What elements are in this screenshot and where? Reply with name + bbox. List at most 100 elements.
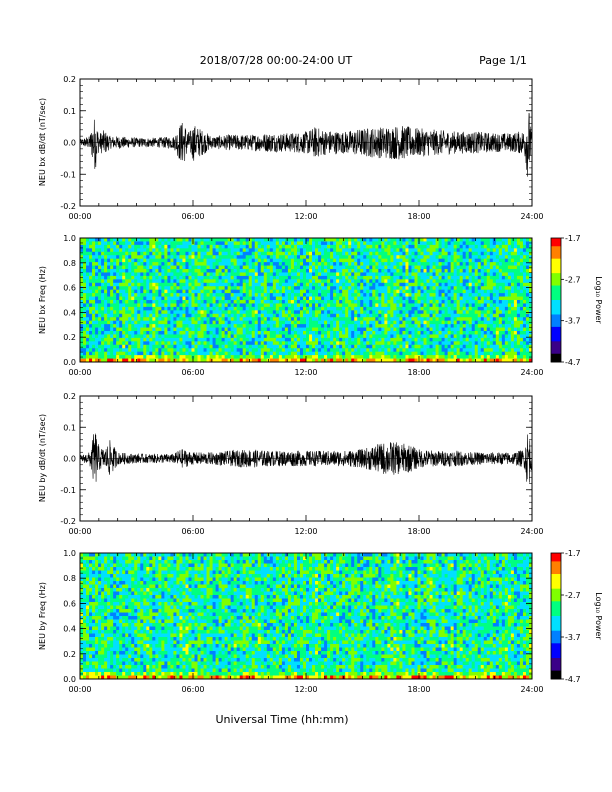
spectrogram-cell: [306, 317, 310, 322]
spectrogram-cell: [369, 313, 373, 318]
spectrogram-cell: [420, 282, 424, 287]
spectrogram-cell: [351, 348, 355, 353]
spectrogram-cell: [384, 348, 388, 353]
spectrogram-cell: [281, 258, 286, 263]
spectrogram-cell: [269, 272, 274, 277]
spectrogram-cell: [450, 320, 455, 325]
spectrogram-cell: [330, 255, 334, 260]
spectrogram-cell: [327, 337, 331, 342]
spectrogram-cell: [128, 269, 132, 273]
spectrogram-cell: [306, 324, 310, 328]
spectrogram-cell: [185, 238, 189, 242]
spectrogram-cell: [366, 282, 370, 287]
spectrogram-cell: [324, 337, 328, 342]
spectrogram-cell: [95, 324, 99, 328]
spectrogram-cell: [272, 248, 277, 253]
spectrogram-cell: [170, 279, 174, 284]
spectrogram-cell: [140, 289, 144, 294]
spectrogram-cell: [420, 310, 424, 315]
spectrogram-cell: [408, 269, 412, 273]
spectrogram-cell: [459, 272, 464, 277]
spectrogram-cell: [83, 258, 87, 263]
spectrogram-cell: [83, 355, 87, 359]
spectrogram-cell: [321, 355, 325, 359]
spectrogram-cell: [387, 351, 391, 356]
spectrogram-cell: [269, 262, 274, 266]
spectrogram-cell: [266, 341, 271, 346]
spectrogram-cell: [321, 341, 325, 346]
spectrogram-cell: [459, 238, 464, 242]
spectrogram-cell: [435, 238, 439, 242]
spectrogram-cell: [480, 317, 485, 322]
spectrogram-cell: [411, 300, 415, 304]
spectrogram-cell: [203, 289, 207, 294]
spectrogram-cell: [101, 355, 105, 359]
spectrogram-cell: [236, 341, 241, 346]
spectrogram-cell: [483, 317, 488, 322]
spectrogram-cell: [483, 296, 488, 301]
spectrogram-cell: [435, 248, 439, 253]
spectrogram-cell: [134, 248, 138, 253]
spectrogram-cell: [167, 241, 171, 246]
spectrogram-cell: [245, 300, 250, 304]
spectrogram-cell: [254, 279, 259, 284]
spectrogram-cell: [456, 327, 461, 332]
spectrogram-cell: [137, 317, 141, 322]
spectrogram-cell: [116, 313, 120, 318]
spectrogram-cell: [375, 324, 379, 328]
spectrogram-cell: [230, 300, 235, 304]
spectrogram-cell: [212, 344, 216, 349]
spectrogram-cell: [176, 313, 180, 318]
spectrogram-cell: [393, 293, 397, 297]
spectrogram-cell: [149, 327, 153, 332]
spectrogram-cell: [450, 282, 455, 287]
spectrogram-cell: [119, 337, 123, 342]
spectrogram-cell: [272, 296, 277, 301]
spectrogram-cell: [384, 251, 388, 256]
spectrogram-cell: [266, 334, 271, 339]
spectrogram-cell: [306, 313, 310, 318]
spectrogram-cell: [251, 248, 256, 253]
spectrogram-cell: [405, 265, 409, 270]
spectrogram-cell: [209, 327, 213, 332]
spectrogram-cell: [266, 255, 271, 260]
spectrogram-cell: [92, 258, 96, 263]
spectrogram-cell: [315, 258, 319, 263]
spectrogram-cell: [212, 331, 216, 335]
spectrogram-cell: [245, 275, 250, 280]
spectrogram-cell: [242, 255, 247, 260]
spectrogram-cell: [453, 289, 458, 294]
spectrogram-cell: [348, 303, 352, 308]
spectrogram-cell: [107, 248, 111, 253]
spectrogram-cell: [399, 317, 403, 322]
spectrogram-cell: [131, 279, 135, 284]
spectrogram-cell: [110, 303, 114, 308]
spectrogram-cell: [483, 272, 488, 277]
spectrogram-cell: [348, 279, 352, 284]
spectrogram-cell: [272, 251, 277, 256]
spectrogram-cell: [176, 262, 180, 266]
spectrogram-cell: [140, 331, 144, 335]
spectrogram-cell: [423, 320, 427, 325]
spectrogram-cell: [143, 358, 147, 363]
spectrogram-cell: [435, 331, 439, 335]
spectrogram-cell: [372, 251, 376, 256]
spectrogram-cell: [134, 296, 138, 301]
spectrogram-cell: [480, 265, 485, 270]
spectrogram-cell: [263, 355, 268, 359]
spectrogram-cell: [275, 262, 280, 266]
spectrogram-cell: [402, 337, 406, 342]
spectrogram-cell: [363, 337, 367, 342]
spectrogram-cell: [402, 272, 406, 277]
spectrogram-cell: [354, 306, 358, 311]
spectrogram-cell: [251, 355, 256, 359]
spectrogram-cell: [306, 262, 310, 266]
spectrogram-cell: [89, 355, 93, 359]
spectrogram-cell: [363, 327, 367, 332]
spectrogram-cell: [113, 248, 117, 253]
spectrogram-cell: [447, 351, 452, 356]
spectrogram-cell: [296, 358, 301, 363]
spectrogram-cell: [257, 272, 262, 277]
spectrogram-cell: [387, 244, 391, 249]
spectrogram-cell: [306, 293, 310, 297]
